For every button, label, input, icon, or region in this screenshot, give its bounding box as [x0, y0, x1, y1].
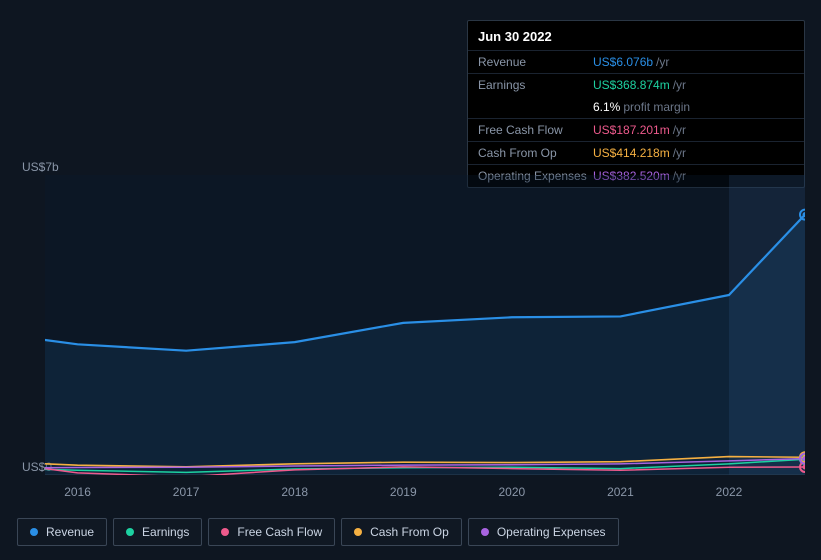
tooltip-row: 6.1%profit margin: [468, 96, 804, 118]
legend-item-cash-from-op[interactable]: Cash From Op: [341, 518, 462, 546]
legend-item-label: Free Cash Flow: [237, 525, 322, 539]
legend-item-free-cash-flow[interactable]: Free Cash Flow: [208, 518, 335, 546]
tooltip-row-value: US$187.201m/yr: [593, 123, 794, 137]
x-axis-tick-label: 2020: [498, 485, 525, 499]
tooltip-row: Cash From OpUS$414.218m/yr: [468, 141, 804, 164]
tooltip-row: EarningsUS$368.874m/yr: [468, 73, 804, 96]
legend-item-label: Operating Expenses: [497, 525, 606, 539]
chart-legend: Revenue Earnings Free Cash Flow Cash From O…: [17, 518, 619, 546]
chart-tooltip: Jun 30 2022 RevenueUS$6.076b/yrEarningsU…: [467, 20, 805, 188]
legend-dot-icon: [221, 528, 229, 536]
tooltip-row-label: Earnings: [478, 78, 593, 92]
x-axis-tick-label: 2019: [390, 485, 417, 499]
tooltip-row-value: 6.1%profit margin: [593, 100, 794, 114]
legend-item-revenue[interactable]: Revenue: [17, 518, 107, 546]
legend-item-earnings[interactable]: Earnings: [113, 518, 202, 546]
tooltip-row: Free Cash FlowUS$187.201m/yr: [468, 118, 804, 141]
legend-dot-icon: [30, 528, 38, 536]
tooltip-row-value: US$368.874m/yr: [593, 78, 794, 92]
x-axis-tick-label: 2016: [64, 485, 91, 499]
tooltip-row-value: US$6.076b/yr: [593, 55, 794, 69]
tooltip-row: RevenueUS$6.076b/yr: [468, 50, 804, 73]
legend-item-label: Revenue: [46, 525, 94, 539]
legend-item-label: Earnings: [142, 525, 189, 539]
y-axis-label-top: US$7b: [22, 160, 59, 174]
legend-dot-icon: [126, 528, 134, 536]
tooltip-row-label: Revenue: [478, 55, 593, 69]
tooltip-row-label: [478, 100, 593, 114]
legend-dot-icon: [354, 528, 362, 536]
x-axis-tick-label: 2018: [281, 485, 308, 499]
tooltip-row-value: US$414.218m/yr: [593, 146, 794, 160]
tooltip-row-label: Free Cash Flow: [478, 123, 593, 137]
legend-item-operating-expenses[interactable]: Operating Expenses: [468, 518, 619, 546]
financials-chart[interactable]: [45, 175, 805, 475]
x-axis-tick-label: 2021: [607, 485, 634, 499]
tooltip-title: Jun 30 2022: [468, 21, 804, 50]
x-axis-tick-label: 2022: [716, 485, 743, 499]
x-axis-tick-label: 2017: [173, 485, 200, 499]
tooltip-row-label: Cash From Op: [478, 146, 593, 160]
legend-item-label: Cash From Op: [370, 525, 449, 539]
legend-dot-icon: [481, 528, 489, 536]
